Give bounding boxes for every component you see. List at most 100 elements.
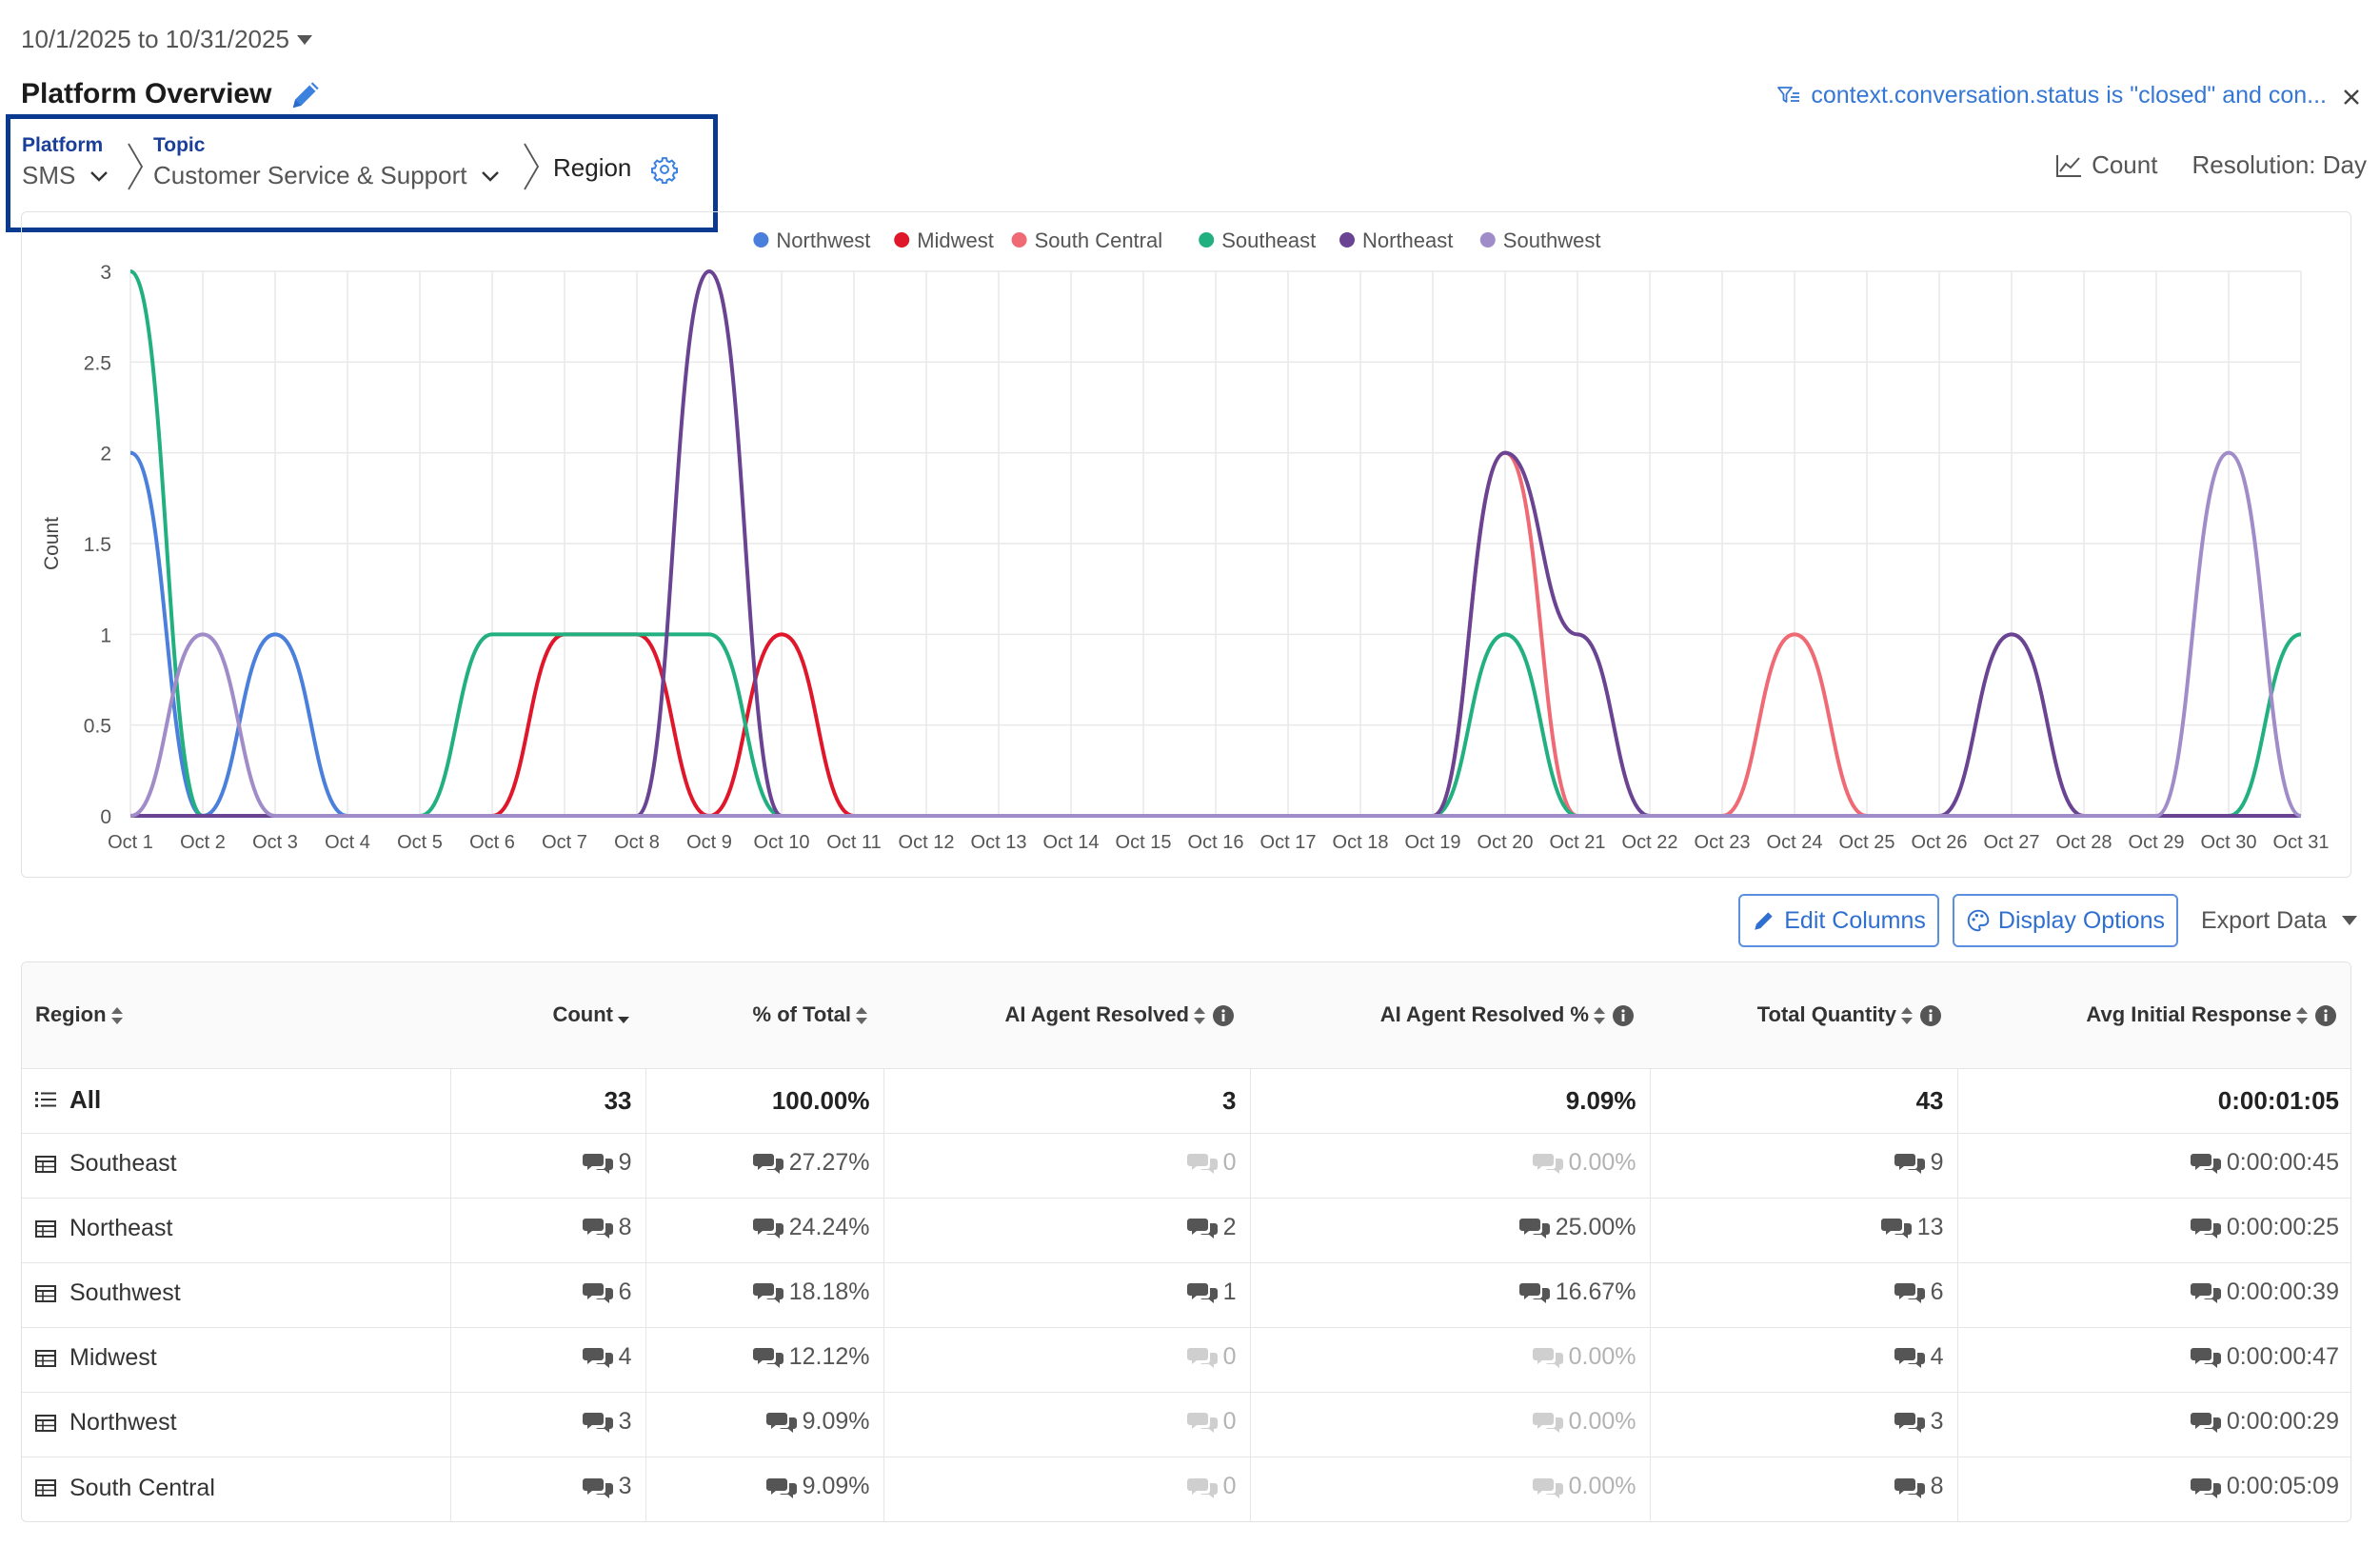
display-options-button[interactable]: Display Options <box>1952 894 2178 947</box>
cell-count: 3 <box>449 1392 645 1457</box>
table-row[interactable]: Northeast 8 24.24% 2 25.00% 13 0:00:00:25 <box>22 1198 2350 1262</box>
cell-percent: 24.24% <box>645 1198 883 1262</box>
pencil-icon[interactable] <box>288 76 325 112</box>
conversation-icon <box>1894 1348 1925 1369</box>
cell-ai-resolved: 3 <box>883 1068 1250 1133</box>
y-tick-label: 1 <box>100 624 111 646</box>
conversation-icon <box>1532 1413 1563 1434</box>
breadcrumb-platform[interactable]: Platform SMS <box>22 134 109 190</box>
edit-columns-label: Edit Columns <box>1784 906 1926 934</box>
page-title: Platform Overview <box>21 78 272 109</box>
x-tick-label: Oct 31 <box>2273 832 2330 853</box>
column-header-ai-resolved-percent[interactable]: AI Agent Resolved % <box>1250 962 1650 1068</box>
breadcrumb-topic[interactable]: Topic Customer Service & Support <box>153 134 501 190</box>
conversation-icon <box>2190 1348 2221 1369</box>
conversation-icon <box>582 1477 613 1498</box>
pencil-icon <box>1755 912 1773 930</box>
conversation-icon <box>1186 1348 1218 1369</box>
info-icon[interactable] <box>2314 1004 2337 1027</box>
x-tick-label: Oct 14 <box>1043 832 1100 853</box>
table-row[interactable]: Southeast 9 27.27% 0 0.00% 9 0:00:00:45 <box>22 1133 2350 1198</box>
column-header-region[interactable]: Region <box>22 962 450 1068</box>
list-icon <box>35 1092 56 1108</box>
legend-marker <box>1199 232 1215 248</box>
conversation-icon <box>1186 1477 1218 1498</box>
column-header-avg-initial-response[interactable]: Avg Initial Response <box>1957 962 2350 1068</box>
column-header-percent-total[interactable]: % of Total <box>645 962 883 1068</box>
table-icon <box>35 1479 56 1496</box>
x-tick-label: Oct 20 <box>1478 832 1534 853</box>
x-tick-label: Oct 4 <box>325 832 370 853</box>
cell-ai-percent: 0.00% <box>1249 1457 1650 1521</box>
legend-marker <box>753 232 769 248</box>
palette-icon <box>1967 909 1990 932</box>
close-icon[interactable] <box>2336 82 2367 112</box>
cell-percent: 9.09% <box>645 1457 883 1521</box>
y-tick-label: 2 <box>100 444 111 466</box>
legend-entry: Northeast <box>1362 228 1453 252</box>
cell-count: 8 <box>449 1198 645 1262</box>
x-tick-label: Oct 28 <box>2056 832 2112 853</box>
legend-entry: South Central <box>1035 228 1163 252</box>
breadcrumb-platform-label: Platform <box>22 134 104 156</box>
info-icon[interactable] <box>1612 1004 1635 1027</box>
row-name: South Central <box>69 1474 215 1501</box>
cell-avg-response: 0:00:00:39 <box>1956 1262 2350 1327</box>
column-header-total-quantity[interactable]: Total Quantity <box>1650 962 1957 1068</box>
x-tick-label: Oct 1 <box>108 832 153 853</box>
cell-count: 6 <box>449 1262 645 1327</box>
cell-quantity: 4 <box>1649 1327 1957 1392</box>
resolution-selector[interactable]: Resolution: Day <box>2192 150 2367 179</box>
x-tick-label: Oct 29 <box>2129 832 2185 853</box>
line-chart: 0 0.5 1 1.5 2 2.5 3 Oct 1 Oct 2 Oct 3 Oct 4 Oct 5 Oc… <box>41 228 2330 853</box>
cell-count: 33 <box>449 1068 645 1133</box>
column-header-ai-resolved[interactable]: AI Agent Resolved <box>883 962 1250 1068</box>
cell-ai-resolved: 0 <box>883 1392 1250 1457</box>
metric-toggle[interactable]: Count <box>2055 150 2157 180</box>
legend-entry: Northwest <box>776 228 870 252</box>
table-row[interactable]: Southwest 6 18.18% 1 16.67% 6 0:00:00:39 <box>22 1262 2350 1327</box>
conversation-icon <box>1518 1283 1550 1304</box>
table-row[interactable]: South Central 3 9.09% 0 0.00% 8 0:00:05:09 <box>22 1457 2350 1521</box>
cell-percent: 9.09% <box>645 1392 883 1457</box>
sort-icon <box>1594 1007 1605 1025</box>
table-row[interactable]: Midwest 4 12.12% 0 0.00% 4 0:00:00:47 <box>22 1327 2350 1392</box>
sort-desc-icon <box>618 1017 629 1024</box>
conversation-icon <box>1894 1283 1925 1304</box>
cell-ai-percent: 0.00% <box>1249 1133 1650 1198</box>
cell-ai-percent: 0.00% <box>1249 1327 1650 1392</box>
y-tick-label: 3 <box>100 262 111 284</box>
cell-ai-percent: 25.00% <box>1249 1198 1650 1262</box>
cell-avg-response: 0:00:01:05 <box>1956 1068 2350 1133</box>
conversation-icon <box>1894 1477 1925 1498</box>
conversation-icon <box>2190 1477 2221 1498</box>
table-icon <box>35 1414 56 1432</box>
export-data-dropdown[interactable]: Export Data <box>2192 907 2367 935</box>
cell-ai-resolved: 0 <box>883 1457 1250 1521</box>
x-tick-label: Oct 7 <box>542 832 587 853</box>
date-range-picker[interactable]: 10/1/2025 to 10/31/2025 <box>21 25 312 54</box>
breadcrumb-topic-label: Topic <box>153 134 206 156</box>
x-tick-label: Oct 3 <box>252 832 298 853</box>
column-header-count[interactable]: Count <box>450 962 645 1068</box>
legend-marker <box>1479 232 1496 248</box>
info-icon[interactable] <box>1919 1004 1942 1027</box>
export-data-label: Export Data <box>2200 906 2327 934</box>
cell-quantity: 3 <box>1649 1392 1957 1457</box>
table-row-all[interactable]: All 33 100.00% 3 9.09% 43 0:00:01:05 <box>22 1068 2350 1133</box>
active-filter[interactable]: context.conversation.status is "closed" … <box>1776 82 2327 109</box>
chevron-right-icon <box>524 143 540 190</box>
legend-marker <box>894 232 910 248</box>
cell-count: 9 <box>449 1133 645 1198</box>
cell-avg-response: 0:00:00:45 <box>1956 1133 2350 1198</box>
x-tick-label: Oct 26 <box>1912 832 1968 853</box>
table-row[interactable]: Northwest 3 9.09% 0 0.00% 3 0:00:00:29 <box>22 1392 2350 1457</box>
gear-icon[interactable] <box>650 155 679 184</box>
breadcrumb-platform-value: SMS <box>22 161 76 189</box>
row-name: All <box>69 1084 102 1114</box>
cell-avg-response: 0:00:00:47 <box>1956 1327 2350 1392</box>
info-icon[interactable] <box>1212 1004 1235 1027</box>
y-axis-label: Count <box>41 517 63 570</box>
edit-columns-button[interactable]: Edit Columns <box>1738 894 1939 947</box>
metric-label: Count <box>2092 150 2158 179</box>
